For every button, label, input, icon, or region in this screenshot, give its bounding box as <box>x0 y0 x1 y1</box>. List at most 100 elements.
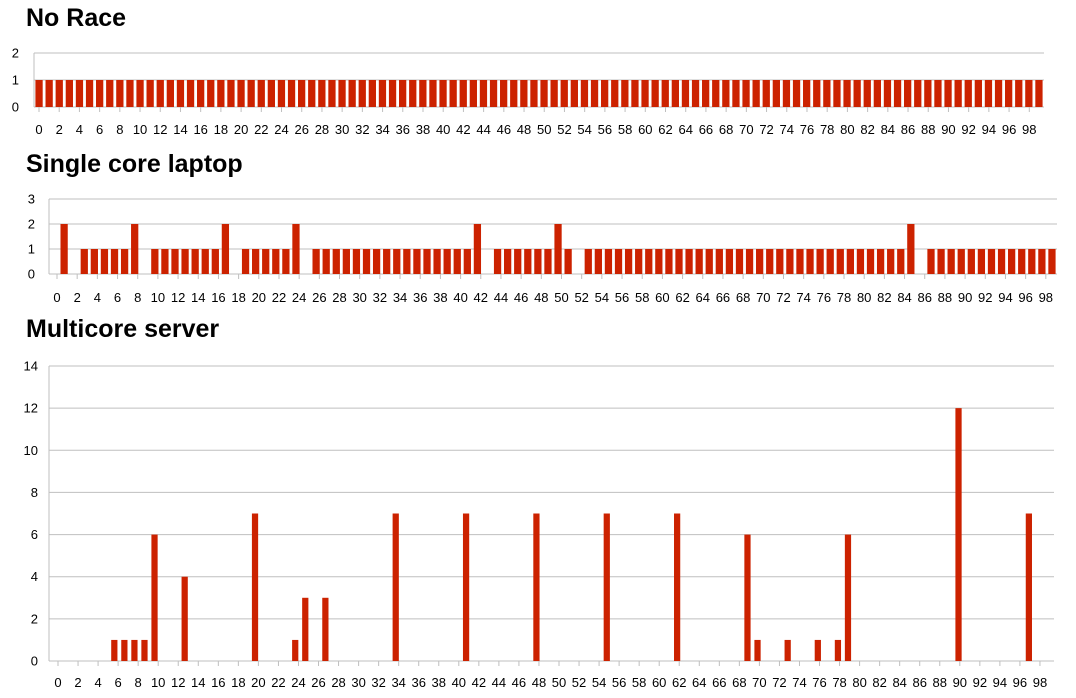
x-tick-label: 32 <box>373 290 387 305</box>
bar <box>131 639 138 661</box>
bar <box>151 534 158 661</box>
y-tick-label: 0 <box>28 267 35 282</box>
bar <box>661 80 669 107</box>
x-tick-label: 40 <box>453 290 467 305</box>
bar <box>904 80 912 107</box>
x-tick-label: 56 <box>598 122 612 137</box>
x-tick-label: 20 <box>252 290 266 305</box>
x-tick-label: 62 <box>675 290 689 305</box>
x-tick-label: 44 <box>494 290 508 305</box>
bar <box>241 249 250 274</box>
bar <box>722 80 730 107</box>
chart-title: Multicore server <box>26 315 220 343</box>
x-tick-label: 22 <box>272 290 286 305</box>
x-tick-label: 30 <box>351 675 365 690</box>
x-tick-label: 66 <box>712 675 726 690</box>
bar <box>211 249 219 274</box>
bar <box>453 249 461 274</box>
x-tick-label: 94 <box>998 290 1012 305</box>
y-tick-label: 14 <box>24 359 38 374</box>
x-tick-label: 74 <box>796 290 810 305</box>
x-tick-label: 52 <box>574 290 588 305</box>
bar <box>844 534 852 661</box>
bar <box>826 249 834 274</box>
bar <box>786 249 794 274</box>
bar <box>665 249 673 274</box>
x-tick-label: 52 <box>572 675 586 690</box>
x-tick-label: 70 <box>739 122 753 137</box>
x-tick-label: 74 <box>792 675 806 690</box>
x-tick-label: 6 <box>115 675 122 690</box>
bar <box>675 249 683 274</box>
bar <box>126 80 134 107</box>
bar <box>368 80 376 107</box>
bar <box>756 249 764 274</box>
y-tick-label: 3 <box>28 192 35 207</box>
bar <box>530 80 538 107</box>
bar <box>907 224 915 274</box>
x-tick-label: 82 <box>872 675 886 690</box>
bar <box>893 80 902 107</box>
bar <box>35 80 43 107</box>
bar <box>594 249 602 274</box>
x-tick-label: 66 <box>699 122 713 137</box>
bar <box>1005 80 1013 107</box>
x-tick-label: 0 <box>53 290 60 305</box>
x-tick-label: 56 <box>615 290 629 305</box>
bar <box>762 80 770 107</box>
x-tick-label: 2 <box>74 290 81 305</box>
bar <box>322 597 329 661</box>
bar <box>744 534 751 661</box>
bar <box>338 80 346 107</box>
bar <box>977 249 986 274</box>
bar <box>823 80 831 107</box>
bar <box>967 249 975 274</box>
x-tick-label: 92 <box>978 290 992 305</box>
x-tick-label: 58 <box>635 290 649 305</box>
bar <box>792 80 801 107</box>
bar <box>814 639 821 661</box>
chart-title: No Race <box>26 4 127 32</box>
x-tick-label: 90 <box>958 290 972 305</box>
x-tick-label: 74 <box>780 122 794 137</box>
x-tick-label: 28 <box>331 675 345 690</box>
x-tick-label: 80 <box>852 675 866 690</box>
bar <box>520 80 528 107</box>
x-tick-label: 98 <box>1039 290 1053 305</box>
x-tick-label: 94 <box>993 675 1007 690</box>
bar <box>100 249 109 274</box>
bar <box>90 249 98 274</box>
bar <box>997 249 1006 274</box>
bar <box>695 249 703 274</box>
bar <box>146 80 154 107</box>
bar <box>171 249 179 274</box>
x-tick-label: 36 <box>411 675 425 690</box>
bar <box>322 249 330 274</box>
x-tick-label: 16 <box>193 122 207 137</box>
bar <box>409 80 417 107</box>
bar <box>462 513 470 661</box>
bar <box>742 80 750 107</box>
bar <box>540 80 548 107</box>
bar <box>853 80 861 107</box>
bar <box>1028 249 1036 274</box>
x-tick-label: 60 <box>638 122 652 137</box>
x-tick-label: 2 <box>74 675 81 690</box>
x-tick-label: 96 <box>1002 122 1016 137</box>
bar <box>702 80 710 107</box>
x-tick-label: 64 <box>696 290 710 305</box>
x-tick-label: 88 <box>933 675 947 690</box>
x-tick-label: 72 <box>772 675 786 690</box>
x-tick-label: 76 <box>812 675 826 690</box>
bar <box>399 80 407 107</box>
x-tick-label: 44 <box>476 122 490 137</box>
x-tick-label: 12 <box>153 122 167 137</box>
bar <box>136 80 144 107</box>
bar <box>186 80 195 107</box>
bar <box>651 80 659 107</box>
bar <box>533 513 540 661</box>
bar <box>493 249 502 274</box>
bar <box>621 80 629 107</box>
bar <box>308 80 316 107</box>
bar <box>332 249 340 274</box>
